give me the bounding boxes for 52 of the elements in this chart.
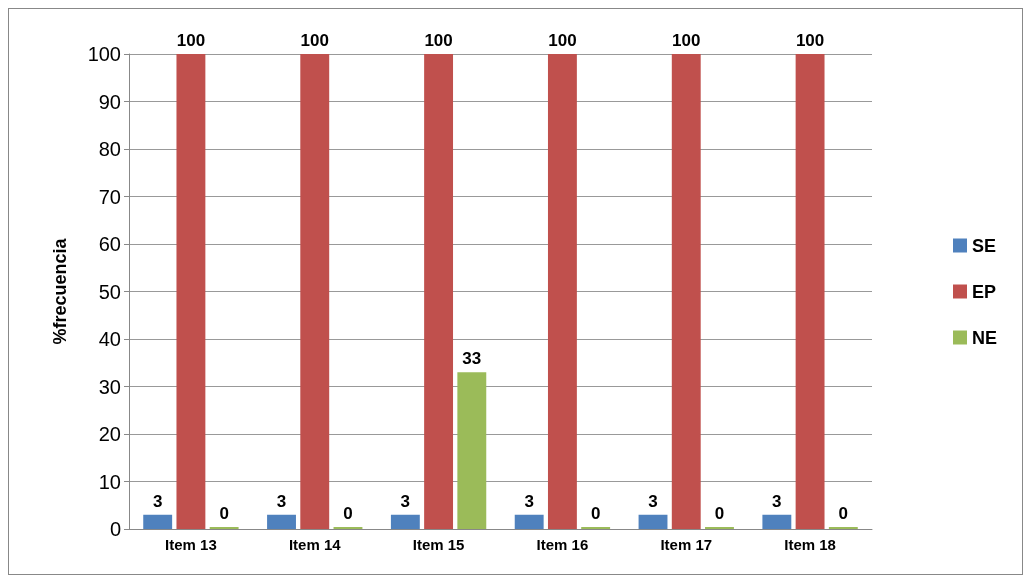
data-label: 3 bbox=[648, 491, 658, 511]
data-label: 33 bbox=[462, 349, 482, 369]
x-tick-label: Item 15 bbox=[412, 536, 465, 553]
legend-label: EP bbox=[972, 281, 997, 302]
y-tick-label: 60 bbox=[98, 233, 121, 255]
bar bbox=[514, 514, 544, 529]
bar bbox=[300, 54, 330, 529]
y-tick-label: 0 bbox=[109, 518, 121, 540]
bar bbox=[671, 54, 701, 529]
data-label: 100 bbox=[672, 31, 701, 50]
x-tick-label: Item 13 bbox=[165, 536, 217, 553]
data-label: 0 bbox=[714, 504, 725, 523]
data-label: 100 bbox=[176, 31, 206, 50]
bar bbox=[795, 54, 825, 529]
bar bbox=[176, 54, 206, 529]
data-label: 100 bbox=[795, 31, 825, 50]
x-tick-label: Item 18 bbox=[784, 536, 836, 553]
bar bbox=[547, 54, 577, 529]
data-label: 100 bbox=[424, 31, 453, 50]
data-label: 3 bbox=[772, 491, 782, 511]
bar bbox=[143, 514, 173, 529]
y-axis-title: %frecuencia bbox=[50, 237, 70, 345]
bar bbox=[762, 514, 792, 529]
bar bbox=[457, 372, 487, 529]
y-tick-label: 10 bbox=[98, 470, 121, 493]
data-label: 0 bbox=[838, 504, 849, 523]
data-label: 3 bbox=[276, 491, 287, 511]
y-tick-label: 70 bbox=[98, 185, 121, 208]
data-label: 3 bbox=[152, 491, 163, 511]
x-tick-label: Item 17 bbox=[660, 536, 713, 553]
data-label: 3 bbox=[524, 491, 534, 511]
y-tick-label: 100 bbox=[87, 43, 121, 65]
x-tick-label: Item 16 bbox=[536, 536, 589, 553]
bar bbox=[424, 54, 454, 529]
bar bbox=[390, 514, 420, 529]
legend-label: SE bbox=[972, 235, 997, 256]
data-label: 0 bbox=[343, 504, 353, 523]
legend-label: NE bbox=[972, 327, 998, 348]
bar bbox=[638, 514, 668, 529]
y-tick-label: 30 bbox=[98, 375, 121, 398]
data-label: 0 bbox=[219, 504, 229, 523]
data-label: 100 bbox=[548, 31, 577, 50]
data-label: 3 bbox=[400, 491, 411, 511]
data-label: 0 bbox=[590, 504, 601, 523]
data-label: 100 bbox=[300, 31, 329, 50]
y-tick-label: 50 bbox=[98, 280, 121, 303]
y-tick-label: 40 bbox=[98, 328, 121, 350]
x-tick-label: Item 14 bbox=[288, 536, 342, 553]
y-tick-label: 90 bbox=[98, 90, 121, 113]
y-tick-label: 80 bbox=[98, 138, 121, 160]
bar bbox=[267, 514, 296, 529]
y-tick-label: 20 bbox=[98, 423, 121, 445]
